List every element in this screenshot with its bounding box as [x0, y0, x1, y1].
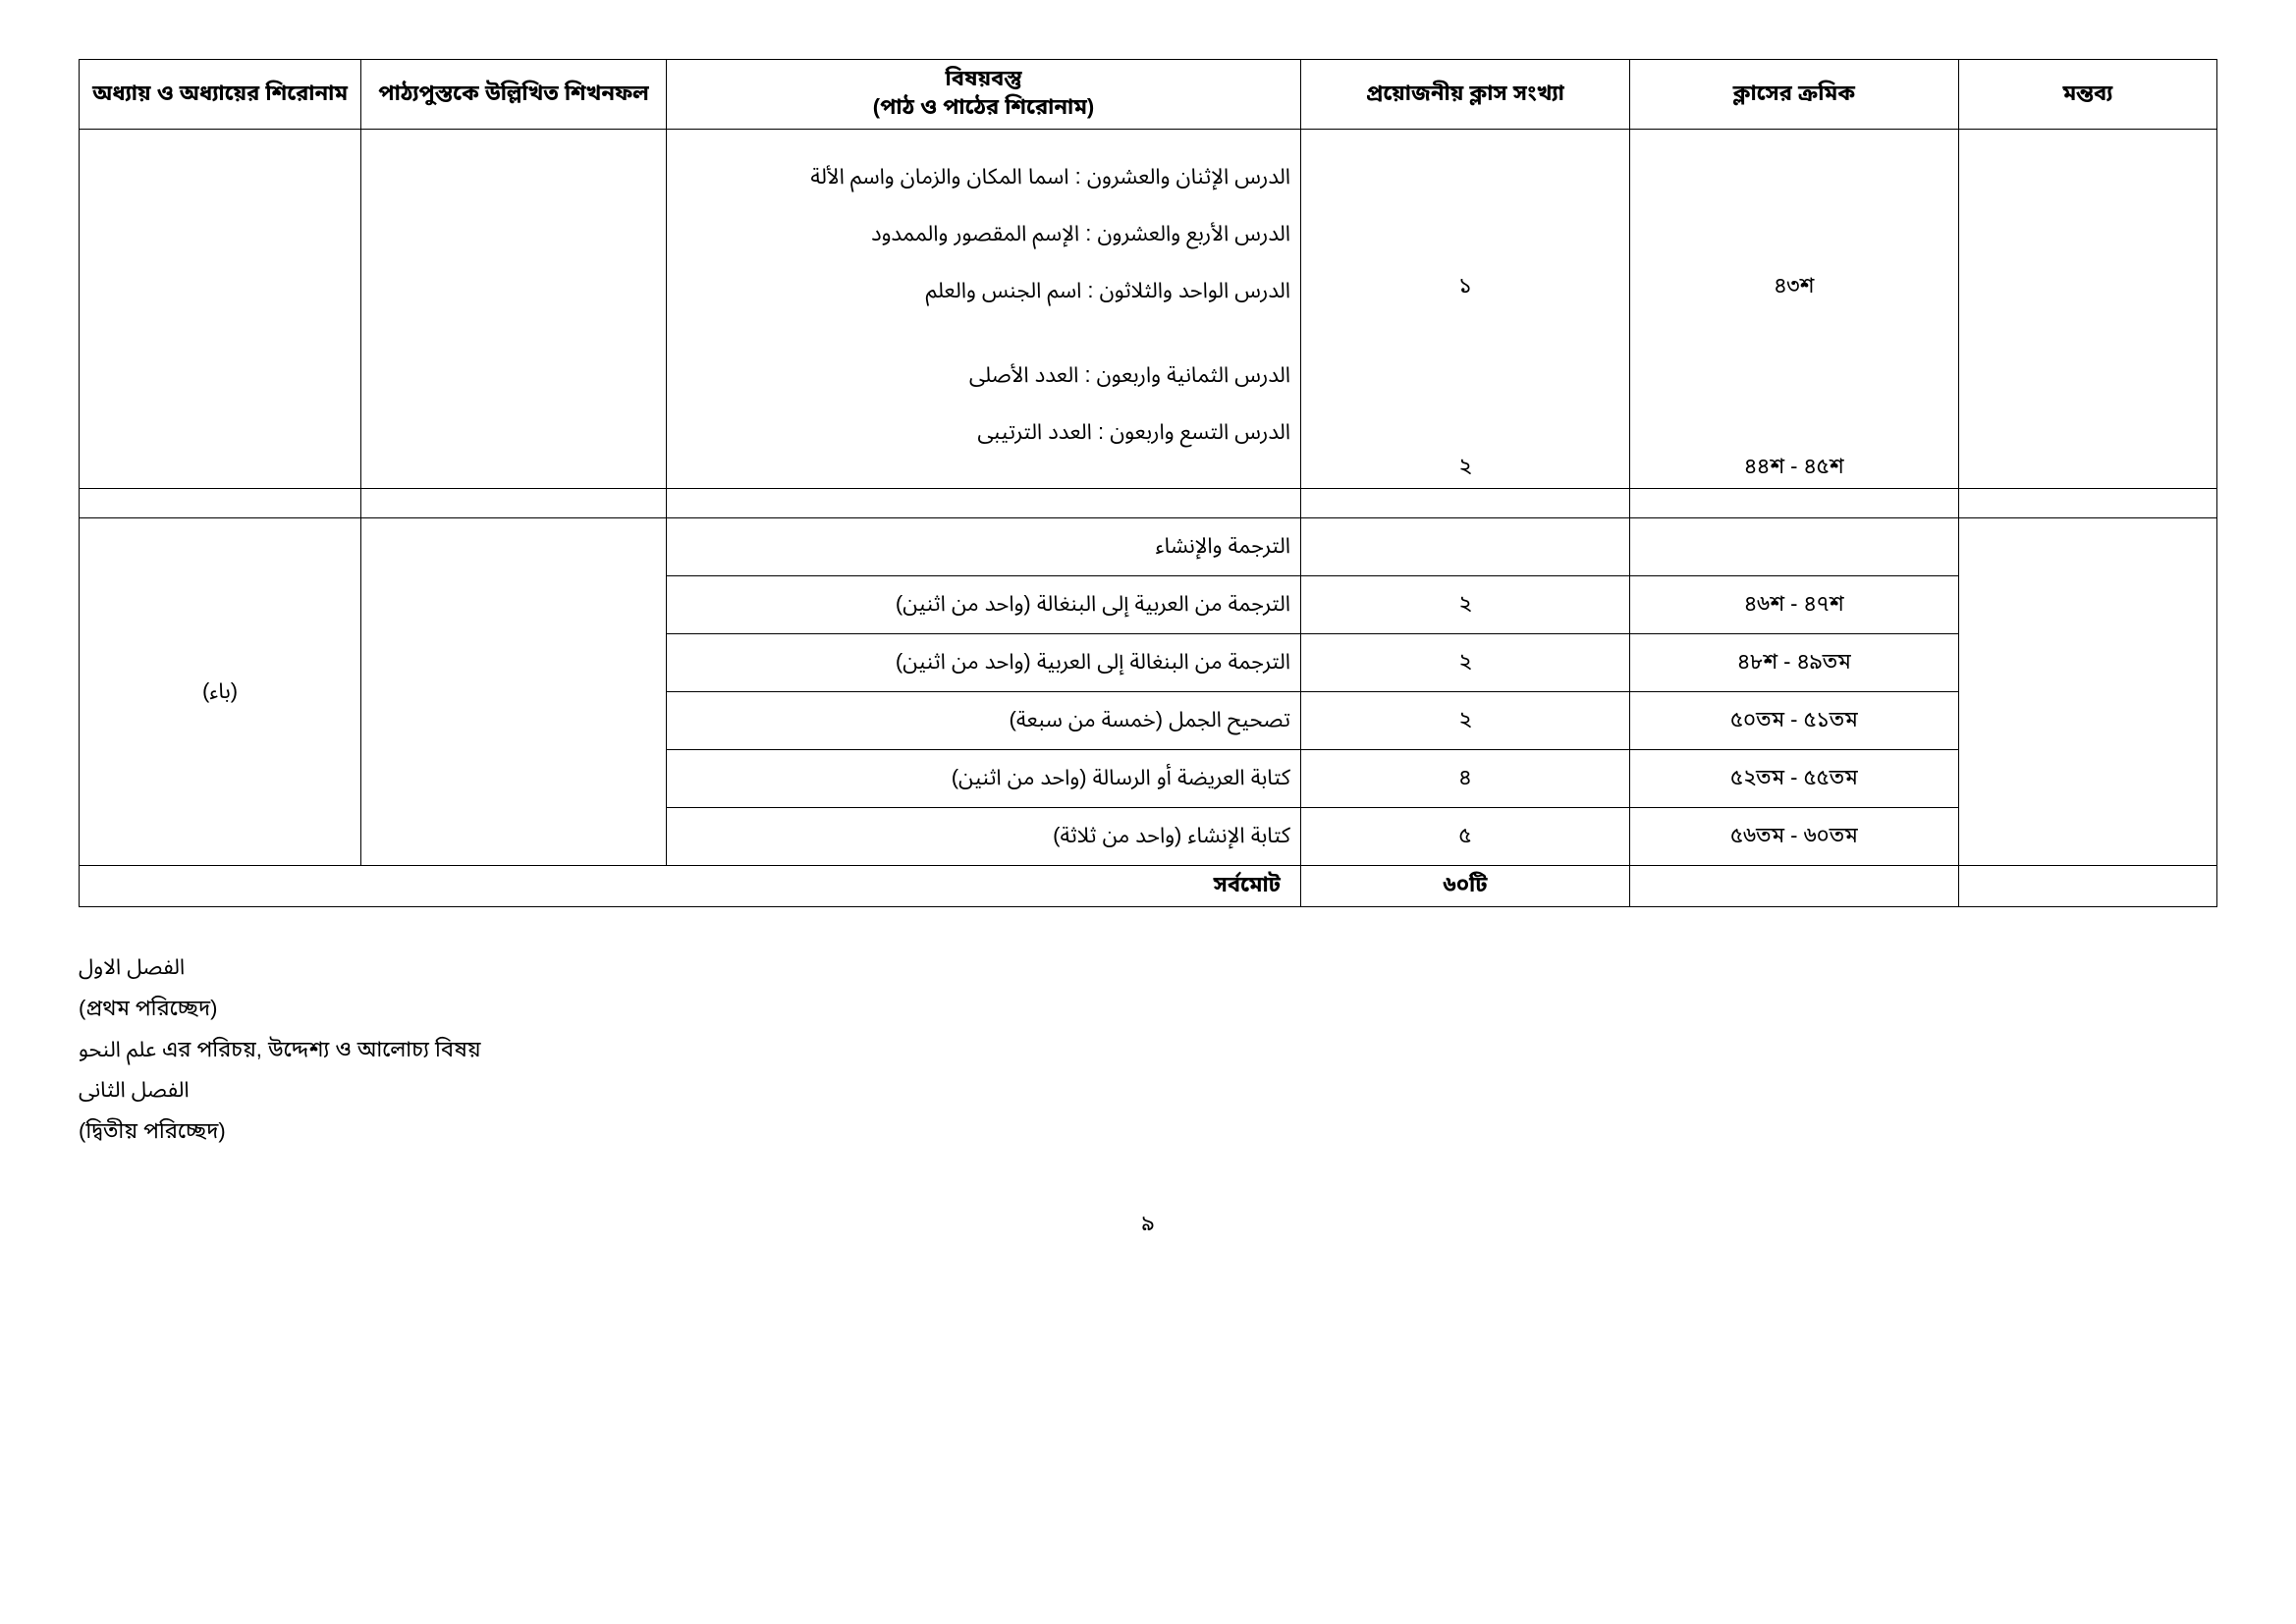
total-value: ৬০টি [1300, 866, 1629, 907]
lesson-line: الدرس التسع واربعون : العدد الترتيبى [677, 405, 1290, 461]
total-label: সর্বমোট [80, 866, 1301, 907]
note-line-arabic: الفصل الثانى [79, 1069, 2217, 1110]
table-header-row: অধ্যায় ও অধ্যায়ের শিরোনাম পাঠ্যপুস্তকে… [80, 60, 2217, 130]
page-number: ৯ [79, 1211, 2217, 1239]
cell-serial: ৫৬তম - ৬০তম [1629, 808, 1958, 866]
cell-remarks [1958, 130, 2216, 489]
cell-serial: ৫২তম - ৫৫তম [1629, 750, 1958, 808]
lesson-line: الدرس الإثنان والعشرون : اسما المكان وال… [677, 149, 1290, 206]
header-chapter: অধ্যায় ও অধ্যায়ের শিরোনাম [80, 60, 361, 130]
note-line-bengali: (দ্বিতীয় পরিচ্ছেদ) [79, 1110, 2217, 1152]
class-serial-value: ৪৪শ - ৪৫শ [1640, 454, 1948, 482]
header-content: বিষয়বস্তু (পাঠ ও পাঠের শিরোনাম) [667, 60, 1301, 130]
cell-outcome [361, 518, 667, 866]
note-arabic-span: علم النحو [79, 1029, 156, 1070]
cell-outcome [361, 130, 667, 489]
cell-count: ৪ [1300, 750, 1629, 808]
cell-serial [1629, 518, 1958, 576]
cell-count: ২ [1300, 576, 1629, 634]
table-empty-row [80, 489, 2217, 518]
table-row: الدرس الإثنان والعشرون : اسما المكان وال… [80, 130, 2217, 489]
class-serial-value: ৪৩শ [1640, 273, 1948, 301]
syllabus-table-container: অধ্যায় ও অধ্যায়ের শিরোনাম পাঠ্যপুস্তকে… [79, 59, 2217, 907]
header-class-serial: ক্লাসের ক্রমিক [1629, 60, 1958, 130]
cell-count: ৫ [1300, 808, 1629, 866]
table-total-row: সর্বমোট ৬০টি [80, 866, 2217, 907]
cell-remarks [1958, 518, 2216, 866]
cell [1300, 489, 1629, 518]
cell [80, 489, 361, 518]
cell [1629, 866, 1958, 907]
cell-class-counts: ১ ২ [1300, 130, 1629, 489]
cell-content: كتابة الإنشاء (واحد من ثلاثة) [667, 808, 1301, 866]
cell-serial: ৪৮শ - ৪৯তম [1629, 634, 1958, 692]
cell-content: تصحيح الجمل (خمسة من سبعة) [667, 692, 1301, 750]
table-row: (باء) الترجمة والإنشاء [80, 518, 2217, 576]
lesson-line: الدرس الأربع والعشرون : الإسم المقصور وا… [677, 206, 1290, 263]
cell-count [1300, 518, 1629, 576]
note-line-arabic: الفصل الاول [79, 947, 2217, 988]
note-bengali-span: এর পরিচয়, উদ্দেশ্য ও আলোচ্য বিষয় [156, 1037, 480, 1061]
lesson-line: الدرس الواحد والثلاثون : اسم الجنس والعل… [677, 263, 1290, 320]
cell-chapter-baa: (باء) [80, 518, 361, 866]
cell-content-lessons: الدرس الإثنان والعشرون : اسما المكان وال… [667, 130, 1301, 489]
cell-class-serials: ৪৩শ ৪৪শ - ৪৫শ [1629, 130, 1958, 489]
cell-content: الترجمة من العربية إلى البنغالة (واحد من… [667, 576, 1301, 634]
header-content-top: বিষয়বস্তু [945, 66, 1021, 90]
cell [1958, 866, 2216, 907]
lesson-line: الدرس الثمانية واربعون : العدد الأصلى [677, 348, 1290, 405]
cell-count: ২ [1300, 634, 1629, 692]
cell [667, 489, 1301, 518]
header-class-count: প্রয়োজনীয় ক্লাস সংখ্যা [1300, 60, 1629, 130]
class-count-value: ১ [1311, 273, 1619, 301]
chapter-notes: الفصل الاول (প্রথম পরিচ্ছেদ) علم النحو এ… [79, 947, 2217, 1152]
cell-serial: ৪৬শ - ৪৭শ [1629, 576, 1958, 634]
cell [1958, 489, 2216, 518]
syllabus-table: অধ্যায় ও অধ্যায়ের শিরোনাম পাঠ্যপুস্তকে… [79, 59, 2217, 907]
header-content-bottom: (পাঠ ও পাঠের শিরোনাম) [873, 94, 1094, 119]
class-count-value: ২ [1311, 454, 1619, 482]
cell [361, 489, 667, 518]
cell [1629, 489, 1958, 518]
note-line-bengali: (প্রথম পরিচ্ছেদ) [79, 988, 2217, 1029]
header-remarks: মন্তব্য [1958, 60, 2216, 130]
cell-serial: ৫০তম - ৫১তম [1629, 692, 1958, 750]
cell-content: الترجمة والإنشاء [667, 518, 1301, 576]
cell-content: الترجمة من البنغالة إلى العربية (واحد من… [667, 634, 1301, 692]
cell-count: ২ [1300, 692, 1629, 750]
note-line-mixed: علم النحو এর পরিচয়, উদ্দেশ্য ও আলোচ্য ব… [79, 1029, 2217, 1070]
cell-chapter [80, 130, 361, 489]
cell-content: كتابة العريضة أو الرسالة (واحد من اثنين) [667, 750, 1301, 808]
header-outcome: পাঠ্যপুস্তকে উল্লিখিত শিখনফল [361, 60, 667, 130]
